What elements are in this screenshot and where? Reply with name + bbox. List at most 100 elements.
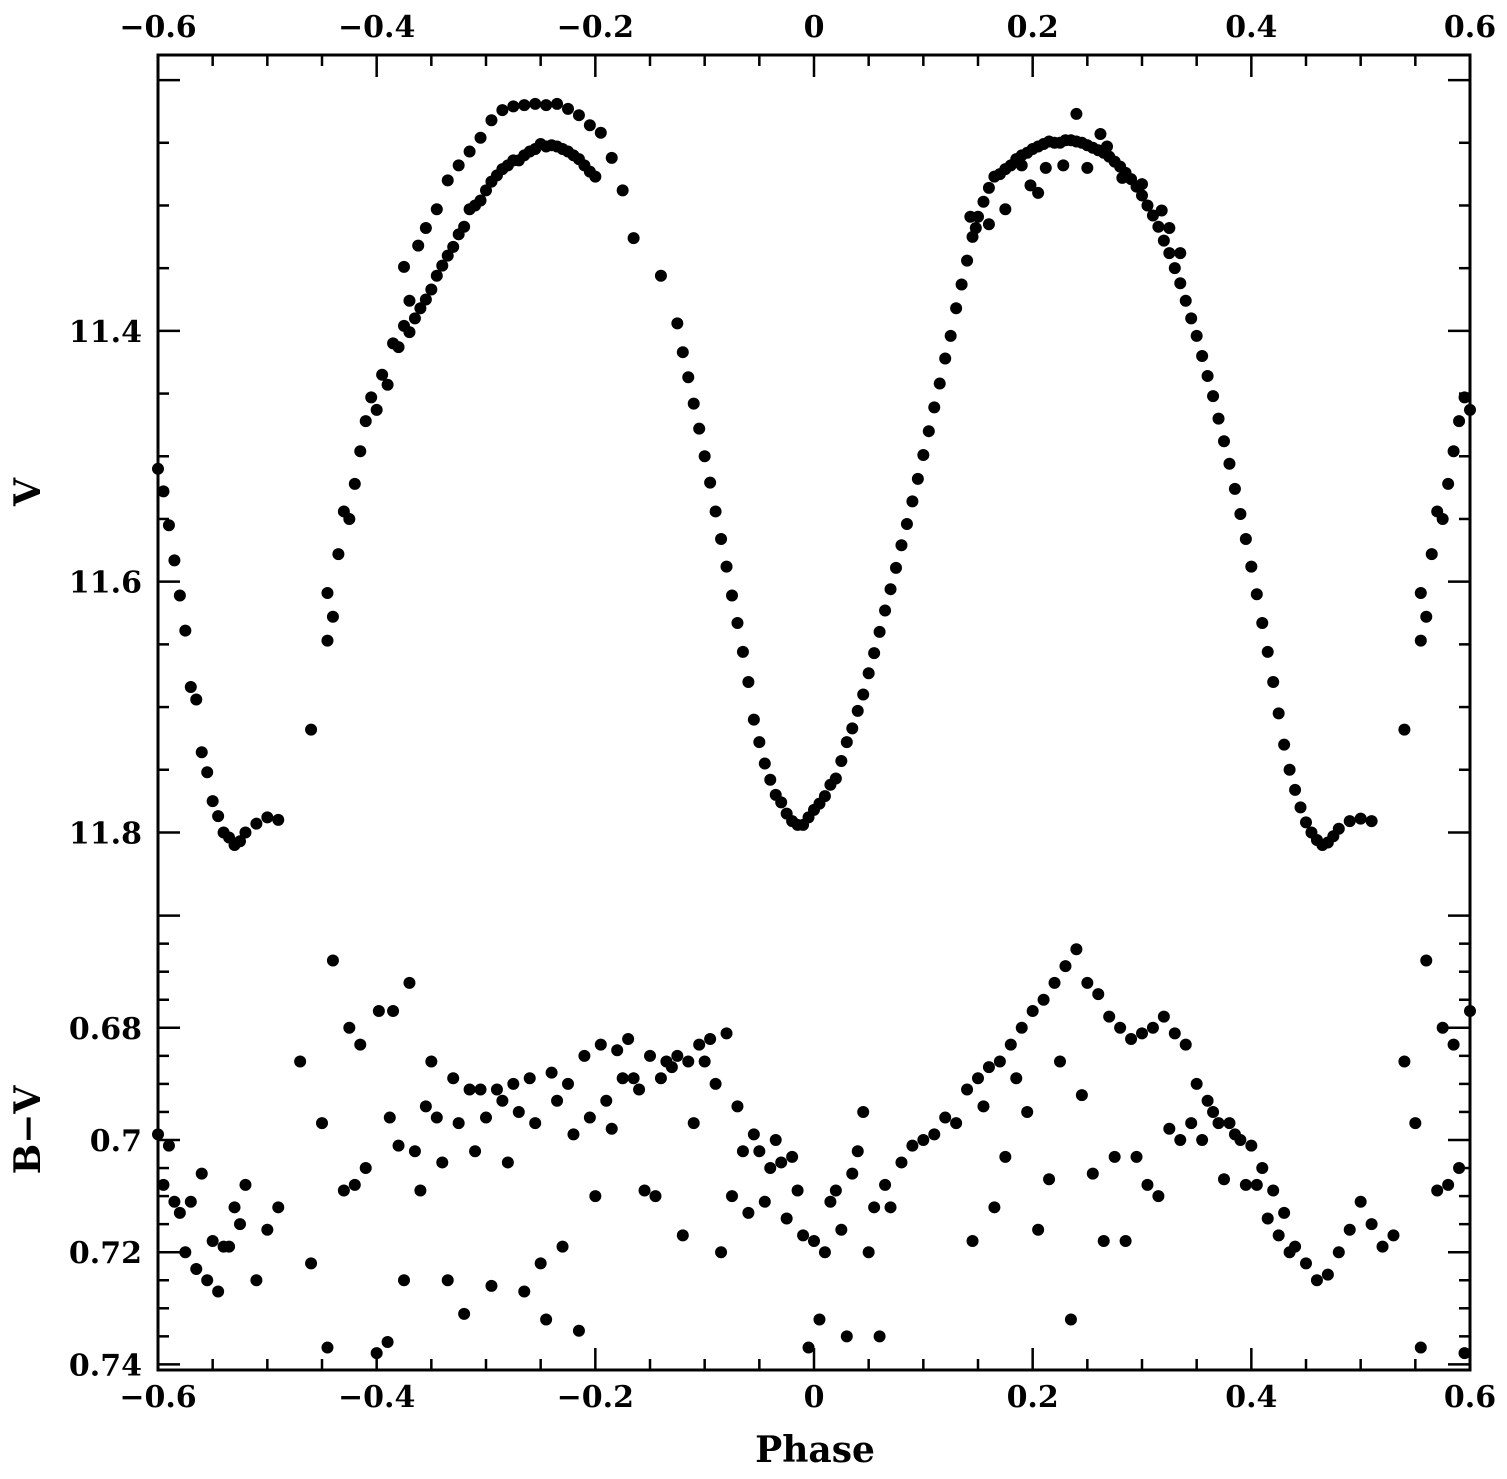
v-magnitude-point (1245, 560, 1258, 573)
v-magnitude-point (654, 269, 667, 282)
b-minus-v-point (1458, 1347, 1471, 1360)
b-minus-v-point (616, 1072, 629, 1085)
bottom-panel-y-tick-label: 0.72 (69, 1236, 142, 1271)
b-minus-v-point (742, 1206, 755, 1219)
v-magnitude-point (890, 561, 902, 574)
b-minus-v-point (1436, 1021, 1449, 1034)
b-minus-v-point (212, 1285, 225, 1298)
b-minus-v-point (720, 1027, 733, 1040)
b-minus-v-point (1447, 1038, 1460, 1051)
v-magnitude-point (206, 795, 219, 808)
b-minus-v-point (665, 1061, 678, 1074)
b-minus-v-point (1365, 1218, 1378, 1231)
v-magnitude-point (1294, 801, 1307, 814)
b-minus-v-point (556, 1240, 569, 1253)
b-minus-v-point (316, 1117, 328, 1130)
v-magnitude-point (982, 218, 995, 231)
v-magnitude-point (764, 773, 777, 786)
b-minus-v-point (1190, 1077, 1203, 1090)
b-minus-v-point (206, 1234, 219, 1247)
v-magnitude-point (1168, 262, 1181, 275)
b-minus-v-point (1332, 1246, 1345, 1259)
v-magnitude-point (212, 810, 225, 823)
b-minus-v-point (1218, 1173, 1230, 1186)
v-magnitude-point (736, 645, 749, 658)
b-minus-v-point (1146, 1021, 1159, 1034)
v-magnitude-point (321, 634, 334, 647)
b-minus-v-point (430, 1111, 443, 1124)
b-minus-v-point (250, 1274, 263, 1287)
b-minus-v-point (1414, 1341, 1427, 1354)
v-magnitude-point (873, 625, 886, 638)
b-minus-v-point (840, 1330, 853, 1343)
v-magnitude-point (742, 675, 755, 688)
v-magnitude-point (480, 184, 492, 197)
v-magnitude-point (1152, 220, 1165, 233)
x-tick-label-top: −0.4 (338, 10, 415, 45)
v-magnitude-point (1228, 482, 1241, 495)
v-magnitude-point (1250, 588, 1263, 601)
v-magnitude-point (403, 326, 416, 339)
v-magnitude-point (928, 401, 941, 414)
x-tick-label-top: 0.4 (1225, 10, 1277, 45)
b-minus-v-point (583, 1111, 596, 1124)
data-points (152, 97, 1476, 1360)
v-magnitude-point (173, 589, 186, 602)
b-minus-v-point (633, 1083, 646, 1096)
b-minus-v-point (1398, 1055, 1411, 1068)
b-minus-v-point (791, 1184, 804, 1197)
b-minus-v-point (578, 1049, 591, 1062)
b-minus-v-point (195, 1167, 208, 1180)
v-magnitude-point (540, 99, 553, 112)
v-magnitude-point (518, 99, 531, 112)
b-minus-v-point (1010, 1072, 1023, 1085)
v-magnitude-point (846, 722, 859, 735)
v-magnitude-point (835, 754, 848, 767)
b-minus-v-point (671, 1049, 684, 1062)
b-minus-v-point (343, 1021, 356, 1034)
v-magnitude-point (1207, 390, 1220, 403)
b-minus-v-point (868, 1201, 881, 1214)
b-minus-v-point (818, 1246, 831, 1259)
b-minus-v-point (190, 1263, 203, 1276)
v-magnitude-point (1081, 161, 1094, 174)
v-magnitude-point (704, 476, 717, 489)
b-minus-v-point (1228, 1128, 1241, 1141)
v-magnitude-point (1163, 222, 1176, 235)
v-magnitude-point (403, 294, 416, 307)
v-magnitude-point (687, 397, 700, 410)
b-minus-v-point (1179, 1038, 1192, 1051)
b-minus-v-point (496, 1094, 509, 1107)
v-magnitude-point (1283, 763, 1296, 776)
v-magnitude-point (1278, 738, 1291, 751)
b-minus-v-point (463, 1083, 476, 1096)
v-magnitude-point (359, 415, 372, 428)
axes: −0.6 −0.6 −0.4 −0.4 −0.2 −0.2 0 0 0.2 0.2 0.4 0.4 0.… (69, 10, 1496, 1415)
b-minus-v-point (1453, 1162, 1466, 1175)
x-tick-label-bottom: −0.2 (557, 1380, 634, 1415)
v-magnitude-point (1436, 512, 1449, 525)
b-minus-v-point (403, 976, 416, 989)
v-magnitude-point (1174, 277, 1187, 290)
v-magnitude-point (698, 450, 711, 463)
v-magnitude-point (671, 317, 684, 330)
b-minus-v-point (1321, 1268, 1334, 1281)
b-minus-v-point (780, 1212, 793, 1225)
b-minus-v-point (162, 1139, 175, 1152)
b-minus-v-point (709, 1077, 722, 1090)
b-minus-v-point (731, 1100, 744, 1113)
v-magnitude-point (1343, 815, 1356, 828)
b-minus-v-point (1103, 1010, 1116, 1023)
v-magnitude-point (1141, 199, 1154, 212)
v-magnitude-point (605, 151, 618, 164)
b-minus-v-point (419, 1100, 432, 1113)
v-magnitude-point (1201, 370, 1214, 383)
b-minus-v-point (1037, 993, 1050, 1006)
b-minus-v-point (1108, 1150, 1121, 1163)
v-magnitude-point (1447, 445, 1460, 458)
b-minus-v-point (600, 1094, 613, 1107)
v-magnitude-point (321, 586, 334, 599)
v-magnitude-point (977, 195, 990, 208)
b-minus-v-point (802, 1341, 815, 1354)
v-magnitude-point (1414, 586, 1427, 599)
